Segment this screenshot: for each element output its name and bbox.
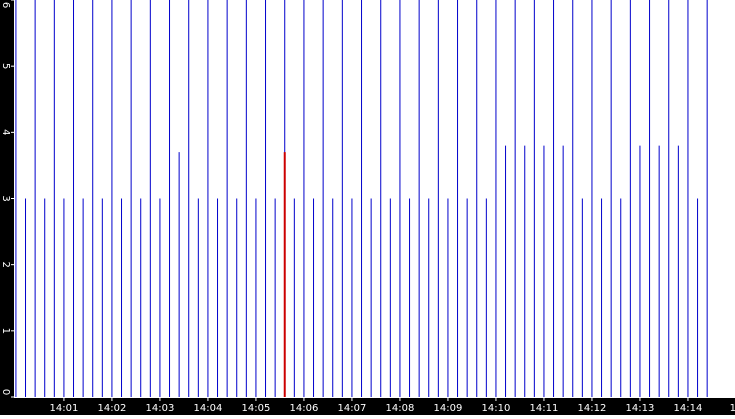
y-tick-label: 3 bbox=[0, 195, 11, 201]
y-tick-label: 4 bbox=[0, 129, 11, 135]
x-tick-label: 14:06 bbox=[290, 403, 319, 414]
x-tick-label: 14 bbox=[730, 403, 735, 414]
y-tick-label: 5 bbox=[0, 63, 11, 69]
x-tick-label: 14:08 bbox=[386, 403, 415, 414]
x-tick-label: 14:02 bbox=[98, 403, 127, 414]
x-tick-label: 14:11 bbox=[530, 403, 559, 414]
x-tick-label: 14:01 bbox=[50, 403, 79, 414]
x-tick-label: 14:07 bbox=[338, 403, 367, 414]
x-tick-label: 14:03 bbox=[146, 403, 175, 414]
x-tick-label: 14:04 bbox=[194, 403, 223, 414]
x-tick-label: 14:13 bbox=[626, 403, 655, 414]
y-tick-label: 2 bbox=[0, 261, 11, 267]
y-tick-label: 1 bbox=[0, 328, 11, 334]
x-axis-strip bbox=[0, 398, 735, 415]
y-tick-label: 6 bbox=[0, 2, 11, 8]
y-axis-strip bbox=[0, 0, 14, 415]
x-tick-label: 14:10 bbox=[482, 403, 511, 414]
x-tick-label: 14:12 bbox=[578, 403, 607, 414]
y-tick-label: 0 bbox=[0, 389, 11, 395]
x-tick-label: 14:14 bbox=[674, 403, 703, 414]
x-tick-label: 14:05 bbox=[242, 403, 271, 414]
x-tick-label: 14:09 bbox=[434, 403, 463, 414]
